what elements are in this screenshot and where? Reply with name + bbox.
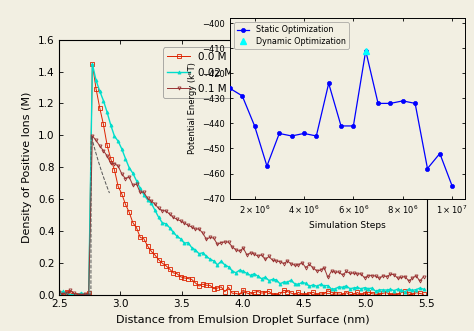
0.0 M [421,292,427,296]
0.0 M [56,293,62,297]
Static Optimization [400,99,406,103]
X-axis label: Distance from Emulsion Droplet Surface (nm): Distance from Emulsion Droplet Surface (… [116,315,370,325]
0.0 M [248,292,254,296]
0.1 M [410,276,415,280]
Line: 0.1 M: 0.1 M [58,134,425,296]
Static Optimization [239,94,245,98]
Static Optimization [351,124,356,128]
0.02 M [56,291,62,295]
Static Optimization [338,124,344,128]
X-axis label: Simulation Steps: Simulation Steps [309,221,385,230]
Y-axis label: Potential Energy (kᴮT): Potential Energy (kᴮT) [188,63,197,154]
Legend: Static Optimization, Dynamic Optimization: Static Optimization, Dynamic Optimizatio… [234,22,349,49]
Line: 0.0 M: 0.0 M [58,63,425,296]
Static Optimization [412,101,418,105]
Static Optimization [313,134,319,138]
Static Optimization [252,124,257,128]
0.02 M [410,288,415,292]
Static Optimization [276,131,282,135]
0.02 M [90,62,95,66]
0.0 M [395,293,401,297]
Static Optimization [388,101,393,105]
0.02 M [134,179,139,183]
0.1 M [148,199,154,203]
0.1 M [421,275,427,279]
0.02 M [281,280,287,284]
Static Optimization [227,86,233,90]
0.02 M [251,272,257,276]
0.1 M [251,252,257,256]
Static Optimization [264,164,270,168]
Static Optimization [425,166,430,170]
0.0 M [277,292,283,296]
0.1 M [90,134,95,138]
0.02 M [421,287,427,291]
Static Optimization [326,81,331,85]
Line: Static Optimization: Static Optimization [228,49,454,188]
0.02 M [148,201,154,205]
Static Optimization [363,49,369,53]
0.02 M [399,288,404,292]
0.1 M [399,275,404,279]
Static Optimization [449,184,455,188]
0.1 M [281,261,287,265]
0.1 M [75,293,81,297]
Static Optimization [289,134,294,138]
Line: 0.02 M: 0.02 M [58,63,425,296]
0.1 M [56,291,62,295]
Static Optimization [437,152,443,156]
Y-axis label: Density of Positive Ions (M): Density of Positive Ions (M) [22,91,32,243]
Legend: 0.0 M, 0.02 M, 0.1 M: 0.0 M, 0.02 M, 0.1 M [163,47,238,98]
0.0 M [90,62,95,66]
0.0 M [130,221,136,225]
Static Optimization [375,101,381,105]
Static Optimization [301,131,307,135]
0.02 M [67,293,73,297]
0.0 M [145,244,150,248]
0.1 M [134,182,139,186]
0.0 M [406,292,411,296]
